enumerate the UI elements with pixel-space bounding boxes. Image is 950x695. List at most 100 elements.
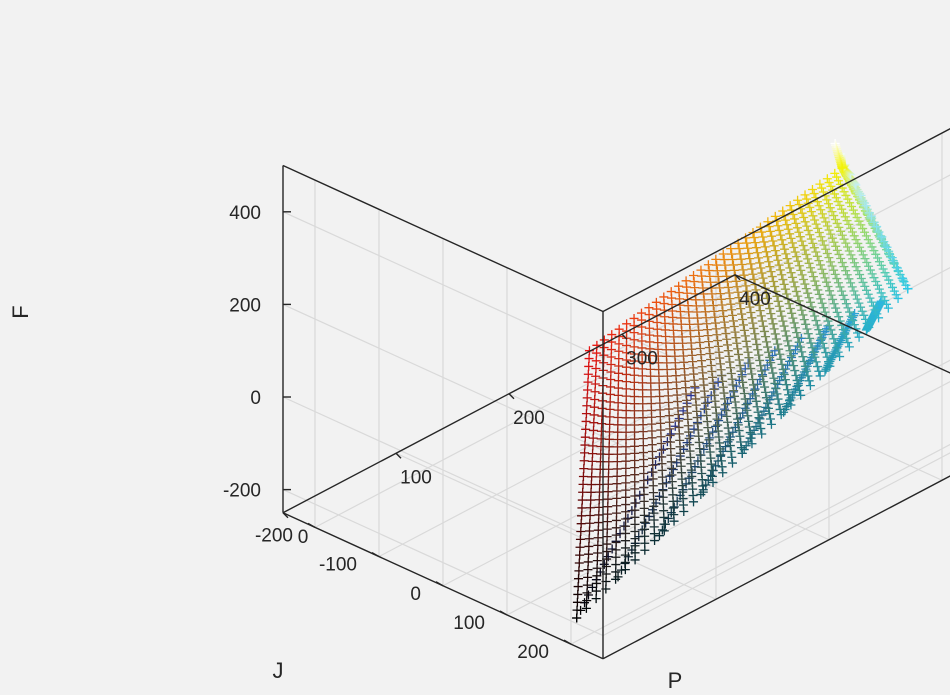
data-point (864, 261, 874, 271)
data-point (861, 231, 871, 241)
data-point (735, 431, 745, 441)
data-point (843, 303, 853, 313)
data-point (847, 201, 857, 211)
data-point (767, 272, 777, 282)
data-point (814, 289, 824, 299)
data-point (719, 311, 729, 321)
data-point (583, 377, 593, 387)
data-point (577, 503, 587, 513)
data-point (752, 402, 762, 412)
data-point (819, 343, 829, 353)
data-point (791, 286, 801, 296)
data-point (745, 302, 755, 312)
data-point (785, 263, 795, 273)
gridline (602, 267, 950, 451)
data-point (703, 260, 713, 270)
data-point (832, 218, 842, 228)
data-point (796, 390, 806, 400)
data-point (838, 290, 848, 300)
data-point (746, 259, 756, 269)
data-point (849, 320, 859, 330)
data-point (737, 372, 747, 382)
data-point (835, 200, 845, 210)
data-point (726, 368, 736, 378)
data-point (722, 340, 732, 350)
data-point (576, 519, 586, 529)
data-point (803, 254, 813, 264)
x-tick-mark (621, 333, 628, 340)
data-point (755, 258, 765, 268)
x-tick-label: 200 (513, 408, 545, 429)
data-point (797, 236, 807, 246)
data-point (696, 490, 706, 500)
data-point (748, 374, 758, 384)
data-point (790, 214, 800, 224)
data-point (800, 217, 810, 227)
data-point (781, 215, 791, 225)
data-point (830, 338, 840, 348)
data-point (762, 393, 772, 403)
data-point (768, 236, 778, 246)
data-point (736, 437, 746, 447)
data-point (779, 321, 789, 331)
data-point (794, 227, 804, 237)
data-point (636, 308, 646, 318)
data-point (847, 282, 857, 292)
data-point (823, 281, 833, 291)
data-point (805, 333, 815, 343)
data-point (735, 249, 745, 259)
data-point (727, 249, 737, 259)
data-point (736, 443, 746, 453)
data-point (812, 320, 822, 330)
data-point (592, 563, 602, 573)
data-point (893, 293, 903, 303)
data-point (809, 347, 819, 357)
data-point (793, 332, 803, 342)
data-point (869, 246, 879, 256)
data-point (778, 240, 788, 250)
data-point (840, 329, 850, 339)
data-point (889, 286, 899, 296)
data-point (790, 366, 800, 376)
y-tick-mark (371, 551, 380, 558)
data-point (806, 234, 816, 244)
data-point (876, 288, 886, 298)
data-point (778, 206, 788, 216)
data-point (810, 215, 820, 225)
data-point (758, 321, 768, 331)
data-point (856, 220, 866, 230)
data-point (736, 254, 746, 264)
data-point (651, 297, 661, 307)
data-point (578, 471, 588, 481)
data-point (654, 491, 664, 501)
data-point (774, 301, 784, 311)
data-point (734, 244, 744, 254)
data-point (800, 361, 810, 371)
gridline (442, 347, 896, 587)
data-point (832, 307, 842, 317)
data-point (773, 339, 783, 349)
data-point (592, 556, 602, 566)
data-point (665, 471, 675, 481)
data-point (824, 199, 834, 209)
data-point (787, 238, 797, 248)
data-point (786, 400, 796, 410)
data-point (758, 232, 768, 242)
data-point (839, 262, 849, 272)
data-point (846, 311, 856, 321)
data-point (769, 324, 779, 334)
data-point (832, 245, 842, 255)
data-point (747, 429, 757, 439)
data-point (741, 441, 751, 451)
x-tick-mark (395, 452, 402, 459)
data-point (798, 352, 808, 362)
data-point (789, 243, 799, 253)
data-point (826, 229, 836, 239)
data-point (707, 289, 717, 299)
y-tick-label: -200 (255, 525, 293, 546)
data-point (816, 205, 826, 215)
data-point (592, 348, 602, 358)
data-point (723, 282, 733, 292)
data-point (733, 287, 743, 297)
data-point (879, 237, 889, 247)
